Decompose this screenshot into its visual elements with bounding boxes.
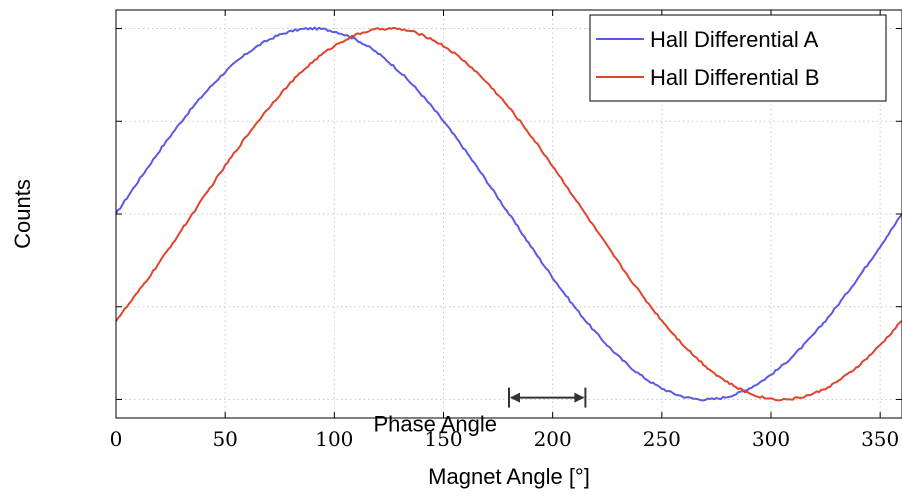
legend-entry-label: Hall Differential B	[650, 65, 820, 90]
grid-layer	[115, 10, 902, 418]
x-axis-label: Magnet Angle [°]	[428, 464, 590, 489]
x-tick-label: 150	[424, 427, 462, 451]
legend: Hall Differential A Hall Differential B	[589, 14, 887, 102]
x-tick-label: 50	[212, 427, 237, 451]
x-tick-label: 250	[643, 427, 681, 451]
phase-arrow-head-left	[510, 392, 520, 403]
x-tick-label: 100	[315, 427, 353, 451]
tick-layer: 0 50 100 150 200 250 300 350	[110, 10, 902, 451]
series-line-a	[115, 26, 902, 402]
phase-angle-label: Phase Angle	[373, 412, 497, 437]
x-tick-label: 350	[861, 427, 899, 451]
x-tick-label: 0	[110, 427, 123, 451]
x-tick-label: 300	[752, 427, 790, 451]
legend-box	[589, 14, 887, 102]
legend-entry-label: Hall Differential A	[650, 27, 819, 52]
annotation-layer: Phase Angle	[373, 387, 587, 437]
phase-arrow-head-right	[574, 392, 585, 403]
series-line-b	[115, 26, 902, 402]
series-layer	[115, 26, 902, 402]
y-axis-label: Counts	[10, 179, 35, 249]
x-tick-label: 200	[534, 427, 572, 451]
